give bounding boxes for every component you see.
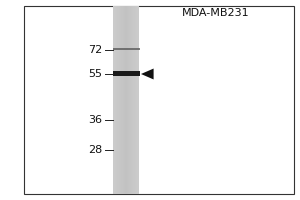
Bar	[114, 6, 115, 194]
Bar	[130, 6, 131, 194]
Bar	[123, 6, 124, 194]
Bar	[133, 6, 134, 194]
Text: MDA-MB231: MDA-MB231	[182, 8, 250, 18]
Bar	[124, 6, 125, 194]
Text: 72: 72	[88, 45, 102, 55]
Bar	[131, 6, 132, 194]
Bar	[139, 6, 140, 194]
Bar	[128, 6, 129, 194]
Text: 36: 36	[88, 115, 102, 125]
Bar	[120, 6, 121, 194]
Bar	[115, 6, 116, 194]
Bar	[118, 6, 119, 194]
Bar	[125, 6, 126, 194]
Polygon shape	[141, 69, 154, 79]
Bar	[122, 6, 123, 194]
Bar	[116, 6, 117, 194]
Text: 55: 55	[88, 69, 102, 79]
Bar	[112, 71, 140, 76]
Bar	[137, 6, 138, 194]
Bar	[135, 6, 136, 194]
Bar	[112, 6, 113, 194]
Bar	[126, 6, 127, 194]
Bar	[119, 6, 120, 194]
Bar	[138, 6, 139, 194]
Bar	[127, 6, 128, 194]
Bar	[134, 6, 135, 194]
Bar	[113, 6, 114, 194]
Bar	[117, 6, 118, 194]
Bar	[121, 6, 122, 194]
Bar	[112, 48, 140, 50]
Bar	[129, 6, 130, 194]
Bar	[127, 6, 128, 194]
Bar	[132, 6, 133, 194]
Bar	[136, 6, 137, 194]
Text: 28: 28	[88, 145, 102, 155]
